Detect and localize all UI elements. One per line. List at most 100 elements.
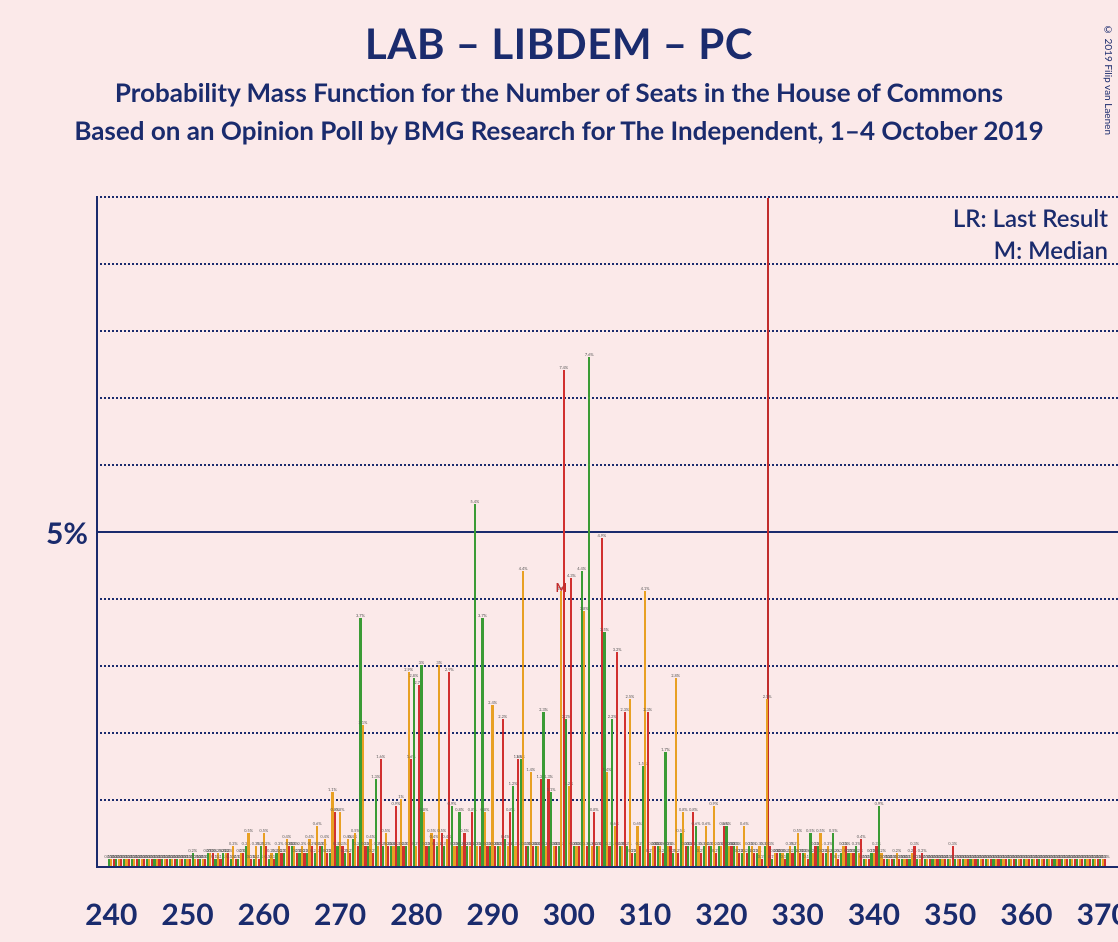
bar-value-label: 0.3% [765, 841, 774, 846]
x-axis-tick-label: 360 [1000, 896, 1052, 932]
bar-value-label: 0.5% [793, 828, 802, 833]
bar-value-label: 2.8% [409, 673, 418, 678]
bar-value-label: 4.3% [567, 573, 576, 578]
x-axis-tick-label: 260 [238, 896, 290, 932]
bar-value-label: 0.2% [877, 848, 886, 853]
bar: 2.5% [629, 699, 631, 867]
bar-value-label: 0.5% [437, 828, 446, 833]
legend-last-result: LR: Last Result [953, 204, 1108, 233]
bar-value-label: 2.2% [498, 714, 507, 719]
bar-value-label: 2.4% [488, 700, 497, 705]
bar-value-label: 1.3% [544, 774, 553, 779]
bar-value-label: 0.9% [875, 801, 884, 806]
bar-value-label: 0.8% [420, 807, 429, 812]
x-axis [96, 866, 1118, 868]
bar-value-label: 7.4% [559, 365, 568, 370]
bar-value-label: 0.3% [948, 841, 957, 846]
bar-value-label: 1.4% [526, 767, 535, 772]
x-axis-tick-label: 240 [85, 896, 137, 932]
bar-value-label: 1.7% [661, 747, 670, 752]
bar-value-label: 2.3% [539, 707, 548, 712]
bar-value-label: 0.5% [829, 828, 838, 833]
bar: 5.4% [474, 504, 476, 866]
x-axis-tick-label: 270 [314, 896, 366, 932]
bar-value-label: 0.2% [188, 848, 197, 853]
bar-value-label: 0.8% [336, 807, 345, 812]
x-axis-tick-label: 300 [543, 896, 595, 932]
x-labels-container: 2402502602702802903003103203303403503603… [96, 892, 1118, 932]
bar-value-label: 0.5% [381, 828, 390, 833]
y-axis-label-5pct: 5% [46, 515, 88, 551]
bar: 7.6% [588, 357, 590, 866]
bar-value-label: 0.3% [842, 841, 851, 846]
x-axis-tick-label: 290 [466, 896, 518, 932]
bar-value-label: 3% [419, 660, 425, 665]
bar-value-label: 3% [436, 660, 442, 665]
bar-value-label: 2.9% [445, 667, 454, 672]
bar-value-label: 0.5% [259, 828, 268, 833]
bar-value-label: 0.2% [918, 848, 927, 853]
bar-value-label: 0.6% [722, 821, 731, 826]
bar-value-label: 3.2% [613, 647, 622, 652]
bar-value-label: 0.5% [244, 828, 253, 833]
bar-value-label: 2.5% [763, 694, 772, 699]
median-marker: M [556, 580, 567, 595]
x-axis-tick-label: 340 [848, 896, 900, 932]
bar-value-label: 0.4% [282, 834, 291, 839]
bar-value-label: 0.2% [892, 848, 901, 853]
chart-subtitle-2: Based on an Opinion Poll by BMG Research… [0, 114, 1118, 146]
bar-value-label: 1.1% [547, 787, 556, 792]
bar-value-label: 0.8% [679, 807, 688, 812]
bar-value-label: 0.1% [1101, 854, 1110, 859]
bars-container: 0.1%0.1%0.1%0.1%0.1%0.1%0.1%0.1%0.1%0.1%… [96, 198, 1118, 866]
bar-value-label: 0.5% [806, 828, 815, 833]
bar-value-label: 2.1% [359, 720, 368, 725]
x-axis-tick-label: 310 [619, 896, 671, 932]
bar-value-label: 0.3% [262, 841, 271, 846]
bar-value-label: 0.6% [702, 821, 711, 826]
bar-value-label: 0.9% [448, 801, 457, 806]
x-axis-tick-label: 280 [390, 896, 442, 932]
bar-value-label: 2.3% [643, 707, 652, 712]
legend-median: M: Median [994, 236, 1108, 265]
bar: 4.4% [522, 571, 524, 866]
bar-value-label: 0.8% [689, 807, 698, 812]
bar-value-label: 0.5% [460, 828, 469, 833]
bar-value-label: 0.8% [481, 807, 490, 812]
bar-value-label: 0.6% [313, 821, 322, 826]
bar-value-label: 0.3% [275, 841, 284, 846]
bar: 3.8% [583, 611, 585, 866]
bar-value-label: 3.7% [356, 613, 365, 618]
bar-value-label: 3.5% [600, 627, 609, 632]
bar-value-label: 0.3% [298, 841, 307, 846]
bar-value-label: 0.5% [816, 828, 825, 833]
bar-value-label: 4.1% [641, 586, 650, 591]
bar-value-label: 0.4% [320, 834, 329, 839]
bar: 3.2% [616, 652, 618, 866]
bar-value-label: 2.5% [625, 694, 634, 699]
bar-value-label: 0.4% [857, 834, 866, 839]
bar-value-label: 7.6% [585, 352, 594, 357]
bar-value-label: 4.4% [519, 566, 528, 571]
bar-value-label: 4.9% [597, 533, 606, 538]
bar-value-label: 0.5% [427, 828, 436, 833]
bar-value-label: 1.1% [328, 787, 337, 792]
bar-value-label: 1% [398, 794, 404, 799]
bar-value-label: 0.8% [590, 807, 599, 812]
bar-value-label: 0.8% [455, 807, 464, 812]
bar-value-label: 0.6% [692, 821, 701, 826]
bar: 4.3% [570, 578, 572, 866]
x-axis-tick-label: 350 [924, 896, 976, 932]
bar-value-label: 5.4% [470, 499, 479, 504]
bar: 0.1% [1104, 859, 1106, 866]
bar-value-label: 2.8% [671, 673, 680, 678]
bar: 2.8% [413, 678, 415, 866]
chart-subtitle-1: Probability Mass Function for the Number… [0, 76, 1118, 108]
bar-value-label: 2.9% [404, 667, 413, 672]
x-axis-tick-label: 370 [1077, 896, 1118, 932]
bar-value-label: 0.9% [709, 801, 718, 806]
x-axis-tick-label: 330 [772, 896, 824, 932]
bar-value-label: 0.4% [305, 834, 314, 839]
x-axis-tick-label: 250 [161, 896, 213, 932]
x-axis-tick-label: 320 [695, 896, 747, 932]
